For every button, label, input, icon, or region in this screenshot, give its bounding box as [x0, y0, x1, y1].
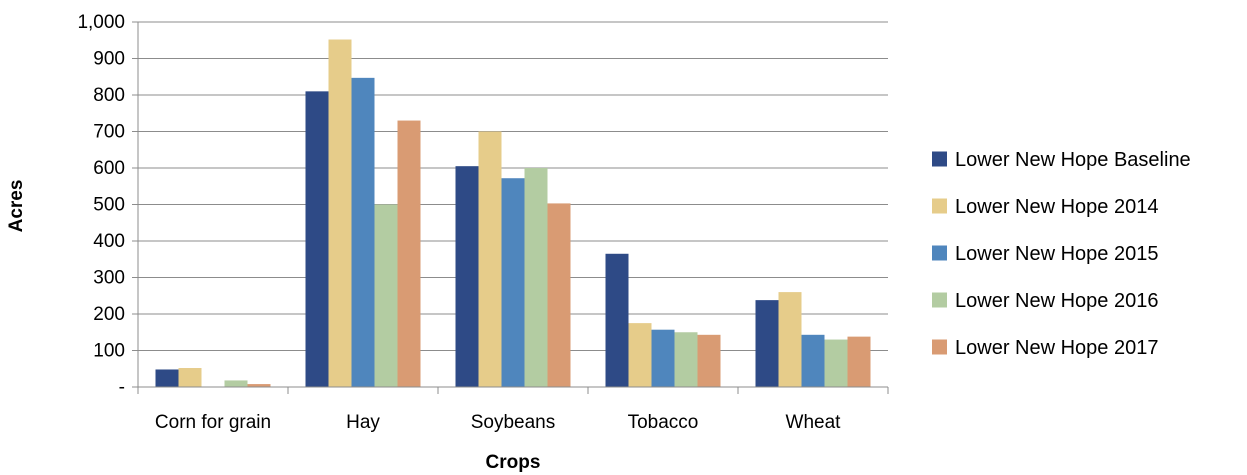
- bar: [824, 339, 848, 387]
- x-tick-label: Corn for grain: [155, 412, 271, 433]
- legend-swatch: [932, 245, 947, 261]
- legend-label: Lower New Hope 2017: [955, 337, 1158, 359]
- bar: [155, 369, 179, 387]
- y-tick-label: 900: [93, 49, 125, 70]
- bar: [628, 323, 652, 387]
- bar: [224, 380, 248, 387]
- legend-label: Lower New Hope Baseline: [955, 149, 1191, 171]
- legend-label: Lower New Hope 2016: [955, 290, 1158, 312]
- bar: [801, 334, 825, 387]
- bar: [605, 253, 629, 387]
- bar: [755, 300, 779, 387]
- y-tick-label: -: [119, 377, 125, 398]
- y-tick-label: 100: [93, 341, 125, 362]
- bar: [847, 336, 871, 387]
- x-axis-title: Crops: [486, 452, 541, 473]
- bar: [674, 332, 698, 387]
- x-axis-ticks: Corn for grain Hay Soybeans Tobacco Wheat: [155, 412, 841, 433]
- x-tick-label: Tobacco: [628, 412, 699, 433]
- y-tick-label: 700: [93, 122, 125, 143]
- y-tick-label: 800: [93, 85, 125, 106]
- x-tick-label: Soybeans: [471, 412, 556, 433]
- y-axis-ticks: - 100 200 300 400 500 600 700 800 900 1,000: [77, 12, 125, 398]
- bar: [351, 77, 375, 387]
- bar: [478, 131, 502, 387]
- bar: [501, 178, 525, 387]
- y-tick-label: 200: [93, 304, 125, 325]
- bar: [524, 168, 548, 387]
- bars: [155, 39, 871, 388]
- y-tick-label: 1,000: [77, 12, 125, 33]
- bar: [697, 334, 721, 387]
- bar: [374, 204, 398, 387]
- bar: [547, 203, 571, 387]
- bar: [455, 166, 479, 387]
- y-tick-label: 500: [93, 195, 125, 216]
- bar: [305, 91, 329, 387]
- legend-label: Lower New Hope 2014: [955, 196, 1158, 218]
- y-axis-title: Acres: [6, 180, 27, 233]
- legend: Lower New Hope Baseline Lower New Hope 20…: [932, 149, 1191, 359]
- y-tick-label: 600: [93, 158, 125, 179]
- y-tick-label: 300: [93, 268, 125, 289]
- bar: [328, 39, 352, 388]
- legend-swatch: [932, 151, 947, 167]
- bar: [651, 329, 675, 387]
- legend-label: Lower New Hope 2015: [955, 243, 1158, 265]
- legend-swatch: [932, 339, 947, 355]
- bar: [778, 292, 802, 387]
- bar: [397, 120, 421, 388]
- x-tick-label: Wheat: [786, 412, 842, 433]
- axes: [132, 21, 889, 394]
- legend-swatch: [932, 198, 947, 214]
- bar: [178, 368, 202, 387]
- x-tick-label: Hay: [346, 412, 380, 433]
- bar: [247, 384, 271, 387]
- y-tick-label: 400: [93, 231, 125, 252]
- legend-swatch: [932, 292, 947, 308]
